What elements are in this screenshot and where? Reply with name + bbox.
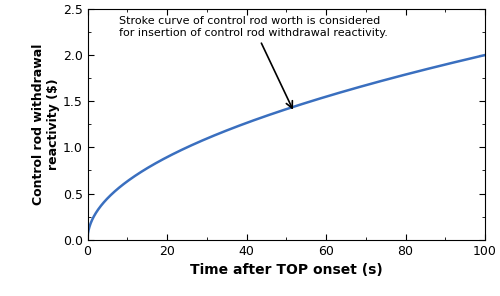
- Text: Stroke curve of control rod worth is considered
for insertion of control rod wit: Stroke curve of control rod worth is con…: [120, 16, 388, 108]
- X-axis label: Time after TOP onset (s): Time after TOP onset (s): [190, 263, 382, 277]
- Y-axis label: Control rod withdrawal
reactivity ($): Control rod withdrawal reactivity ($): [32, 44, 60, 205]
